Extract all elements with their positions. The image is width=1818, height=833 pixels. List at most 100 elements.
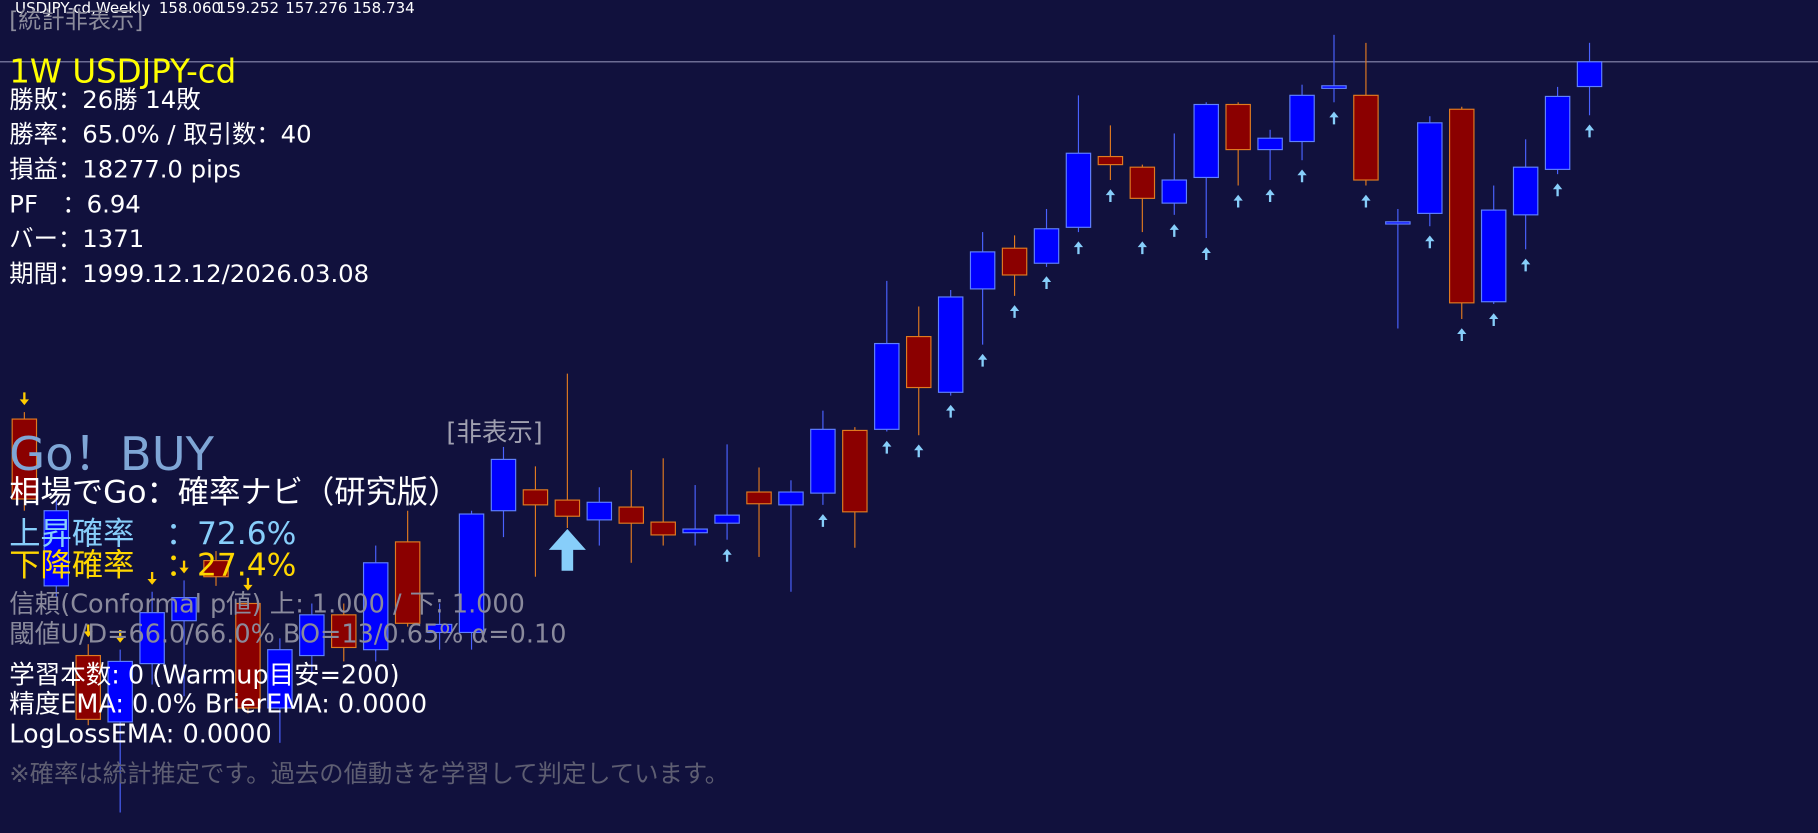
candle-body (682, 528, 708, 534)
buy-arrow (1009, 305, 1020, 318)
buy-arrow (1584, 124, 1595, 138)
candle-body (362, 562, 389, 651)
buy-arrow (882, 440, 892, 454)
candle-body (458, 513, 485, 634)
sell-arrow (147, 572, 157, 585)
panel-toggle[interactable]: [非表示] (446, 418, 542, 448)
candle-body (618, 506, 645, 524)
candle-body (1225, 103, 1251, 151)
candle-body (714, 514, 740, 524)
ohlc-high: 159.252 (217, 0, 279, 17)
buy-arrow (1265, 189, 1275, 203)
buy-arrow (1233, 194, 1243, 208)
stats-line: 勝率：65.0% / 取引数：40 (9, 120, 311, 149)
candle-body (43, 510, 70, 587)
candle-body (1065, 152, 1092, 228)
buy-arrow (1137, 241, 1147, 255)
candle-body (1480, 209, 1507, 303)
candle-body (107, 660, 133, 723)
buy-arrow (1457, 328, 1467, 342)
buy-arrow (1361, 194, 1371, 208)
candle-body (1321, 85, 1347, 89)
signal-arrow (548, 529, 586, 571)
accuracy: 精度EMA: 0.0% BrierEMA: 0.0000 (9, 689, 427, 719)
buy-arrow (1041, 276, 1052, 289)
candle-body (1417, 122, 1443, 214)
candle-body (299, 614, 325, 657)
sell-arrow (83, 624, 93, 638)
threshold: 閾値U/D=66.0/66.0% BO=13/0.65% α=0.10 (9, 620, 566, 650)
note: ※確率は統計推定です。過去の値動きを学習して判定しています。 (9, 759, 729, 788)
candles (0, 34, 1818, 813)
buy-arrow (1105, 189, 1116, 203)
candle-body (235, 602, 261, 709)
stats-line: 期間：1999.12.12/2026.03.08 (9, 259, 369, 288)
stats-line: PF ：6.94 (9, 189, 141, 218)
sell-arrow (115, 629, 125, 643)
candle-body (522, 489, 549, 506)
candle-body (969, 251, 996, 290)
candle-body (1289, 94, 1315, 143)
candle-body (11, 418, 38, 500)
ohlc-open: 158.060 (159, 0, 221, 17)
candle-body (203, 560, 229, 578)
indicator-name: 相場でGo：確率ナビ（研究版） (9, 474, 459, 510)
stats-line: 勝敗：26勝 14敗 (9, 85, 200, 114)
buy-arrow (1552, 183, 1563, 197)
candle-body (554, 499, 581, 517)
buy-arrow (1297, 169, 1307, 183)
candle-body (331, 614, 357, 649)
candle-body (1161, 179, 1188, 204)
buy-arrow (1489, 313, 1499, 326)
candle-body (1353, 94, 1379, 181)
stats-line: 損益：18277.0 pips (9, 154, 241, 183)
buy-arrow (1201, 247, 1211, 260)
ohlc-close: 158.734 (352, 0, 414, 17)
buy-arrow (1329, 111, 1339, 125)
candle-body (1544, 95, 1571, 170)
signal: Go！BUY (9, 427, 214, 481)
candle-body (1512, 166, 1539, 216)
candle-body (171, 597, 197, 622)
buy-arrow (818, 514, 828, 527)
candle-body (842, 429, 868, 513)
candle-body (1193, 103, 1219, 179)
sell-arrow (179, 560, 189, 574)
confidence: 信頼(Conformal p値) 上: 1.000 / 下: 1.000 (9, 590, 525, 620)
symbol: USDJPY-cd,Weekly (15, 0, 150, 17)
candle-body (139, 612, 165, 665)
sell-arrow (19, 392, 29, 406)
sell-arrow (243, 577, 253, 591)
candle-body (874, 342, 900, 430)
buy-arrow (1169, 224, 1179, 237)
candle-body (1385, 221, 1411, 225)
down-probability: 下降確率 ：27.4% (9, 547, 296, 583)
candle-body (1576, 61, 1603, 88)
candle-body (1033, 228, 1060, 264)
candle-body (267, 649, 293, 709)
candle-body (746, 491, 772, 505)
stats-title: 1W USDJPY-cd (9, 52, 236, 90)
buy-arrow (946, 404, 956, 418)
logloss: LogLossEMA: 0.0000 (9, 719, 271, 749)
stats: [統計非表示] 1W USDJPY-cd 勝敗：26勝 14敗 勝率：65.0%… (9, 7, 369, 288)
probability-panel: [非表示] Go！BUY 相場でGo：確率ナビ（研究版） 上昇確率 ：72.6%… (9, 418, 729, 788)
buy-arrow (1073, 241, 1084, 255)
candle-body (650, 521, 676, 536)
candle-body (586, 501, 613, 521)
candle-body (1001, 247, 1028, 276)
candle-body (778, 491, 804, 506)
stats-line: バー：1371 (9, 224, 144, 253)
ohlc-low: 157.276 (285, 0, 347, 17)
candle-body (75, 654, 101, 720)
up-probability: 上昇確率 ：72.6% (9, 516, 296, 552)
buy-arrow (977, 353, 988, 367)
candle-body (1257, 137, 1283, 151)
stats-toggle[interactable]: [統計非表示] (9, 7, 143, 34)
buy-arrow (914, 444, 924, 458)
candle-body (394, 541, 421, 624)
candle-body (905, 335, 932, 389)
